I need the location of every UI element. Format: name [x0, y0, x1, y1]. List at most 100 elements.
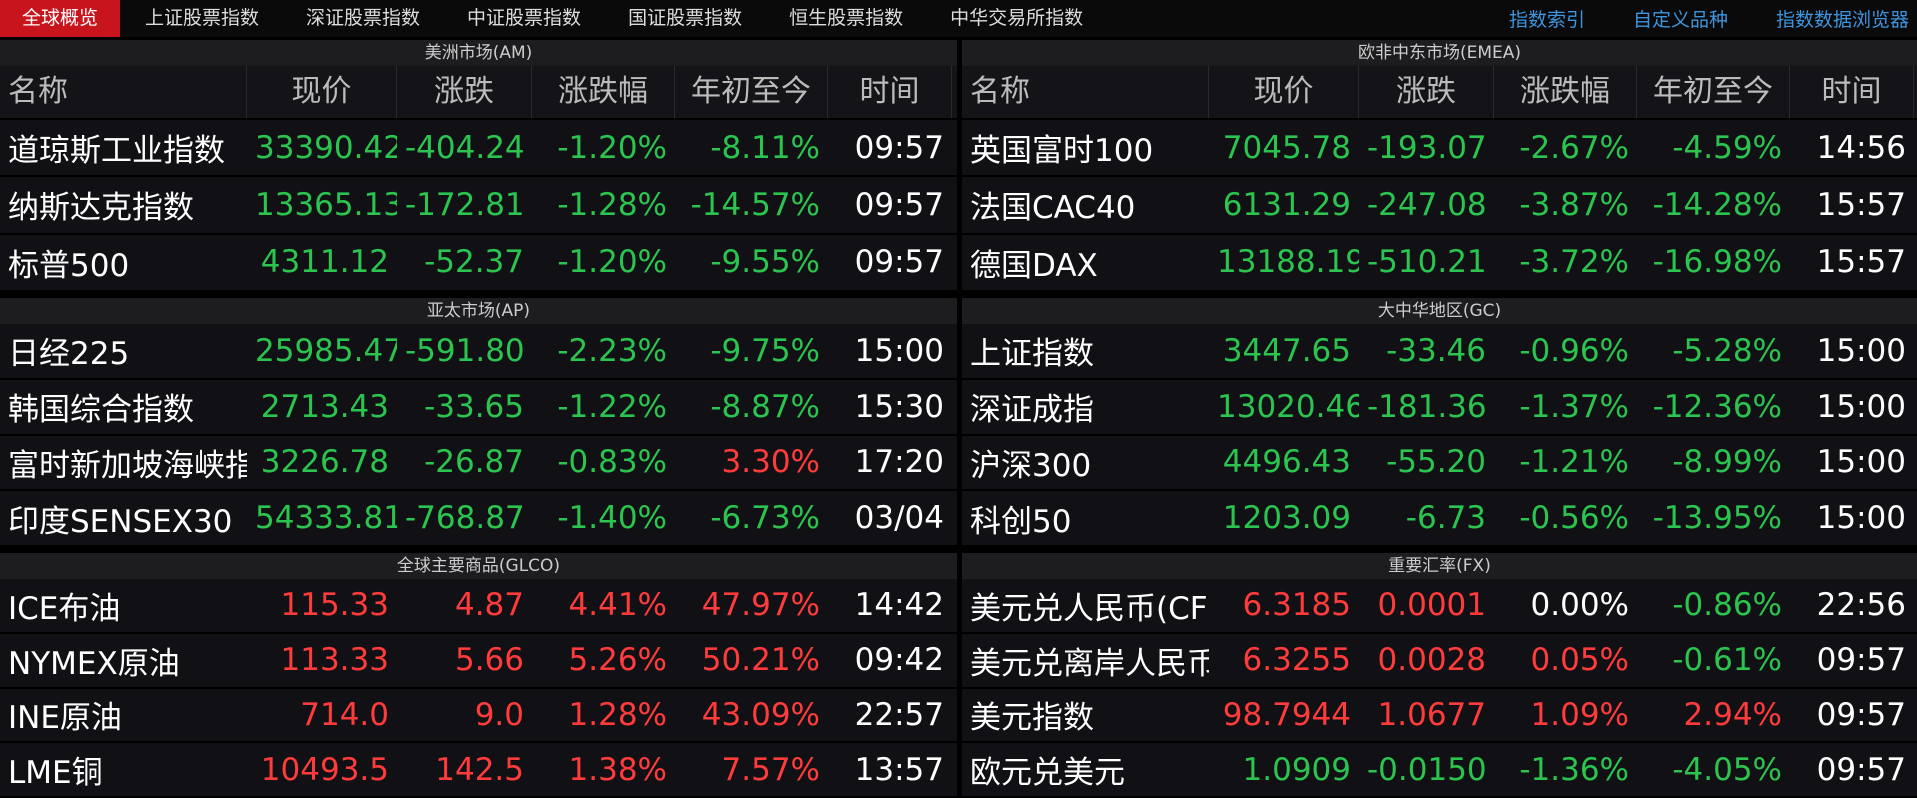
quote-cell: -4.05%: [1672, 751, 1782, 788]
quote-cell: -26.87: [424, 444, 524, 481]
quote-cell: 113.33: [280, 642, 389, 679]
quote-row[interactable]: 道琼斯工业指数 33390.42 -404.24 -1.20% -8.11% 09:57: [0, 120, 957, 178]
quote-cell: 22:57: [854, 696, 944, 733]
quote-row[interactable]: 科创50 1203.09 -6.73 -0.56% -13.95% 15:00: [962, 491, 1917, 547]
nav-tab[interactable]: 中证股票指数: [467, 7, 582, 29]
quote-cell: 98.7944: [1222, 696, 1351, 733]
quote-row[interactable]: 英国富时100 7045.78 -193.07 -2.67% -4.59% 14:56: [962, 120, 1917, 178]
quote-cell: 1.28%: [568, 696, 667, 733]
nav-tab[interactable]: 全球概览: [0, 0, 121, 37]
column-header[interactable]: 现价: [1209, 66, 1359, 118]
nav-bar: 全球概览 上证股票指数 深证股票指数 中证股票指数 国证股票指数 恒生股票指数 中华交易所指…: [0, 0, 1917, 37]
nav-tab[interactable]: 上证股票指数: [145, 7, 260, 29]
market-panel: 重要汇率(FX) 美元兑人民币(CFETS) 6.3185 0.0001 0.00% -0…: [962, 553, 1917, 798]
quote-cell: -3.87%: [1519, 186, 1629, 223]
instrument-name: 沪深300: [970, 447, 1092, 484]
nav-tab[interactable]: 恒生股票指数: [789, 7, 904, 29]
quote-cell: 6.3185: [1242, 587, 1351, 624]
nav-tab[interactable]: 深证股票指数: [306, 7, 421, 29]
market-panel: 大中华地区(GC) 上证指数 3447.65 -33.46 -0.96% -5.28% 15…: [962, 298, 1917, 547]
quote-row[interactable]: LME铜 10493.5 142.5 1.38% 7.57% 13:57: [0, 743, 957, 798]
instrument-name: 美元兑离岸人民币: [970, 645, 1209, 682]
quote-cell: -16.98%: [1652, 244, 1782, 281]
instrument-name: INE原油: [8, 700, 122, 737]
quote-cell: 13365.13: [255, 186, 397, 223]
quote-cell: -33.65: [424, 388, 524, 425]
market-panel: 亚太市场(AP) 日经225 25985.47 -591.80 -2.23% -9.75%…: [0, 298, 957, 547]
instrument-name: 英国富时100: [970, 133, 1154, 170]
quote-cell: -1.36%: [1519, 751, 1629, 788]
quote-cell: -193.07: [1367, 129, 1487, 166]
nav-link[interactable]: 自定义品种: [1632, 9, 1728, 31]
quote-cell: -247.08: [1367, 186, 1487, 223]
quote-row[interactable]: 印度SENSEX30 54333.81 -768.87 -1.40% -6.73% 03/…: [0, 491, 957, 547]
quote-row[interactable]: 美元兑离岸人民币 6.3255 0.0028 0.05% -0.61% 09:57: [962, 633, 1917, 689]
quote-row[interactable]: 标普500 4311.12 -52.37 -1.20% -9.55% 09:57: [0, 234, 957, 292]
quote-row[interactable]: ICE布油 115.33 4.87 4.41% 47.97% 14:42: [0, 579, 957, 634]
column-header[interactable]: 年初至今: [1637, 66, 1790, 118]
quote-cell: 5.26%: [568, 642, 667, 679]
panel-title: 美洲市场(AM): [0, 40, 957, 66]
quote-row[interactable]: 欧元兑美元 1.0909 -0.0150 -1.36% -4.05% 09:57: [962, 743, 1917, 798]
column-header[interactable]: 年初至今: [675, 66, 828, 118]
instrument-name: NYMEX原油: [8, 645, 180, 682]
instrument-name: 法国CAC40: [970, 190, 1136, 227]
quote-row[interactable]: 德国DAX 13188.19 -510.21 -3.72% -16.98% 15:57: [962, 234, 1917, 292]
quote-row[interactable]: 美元兑人民币(CFETS) 6.3185 0.0001 0.00% -0.86% 22:5…: [962, 579, 1917, 634]
quote-cell: 3447.65: [1222, 332, 1351, 369]
quote-row[interactable]: 深证成指 13020.46 -181.36 -1.37% -12.36% 15:00: [962, 379, 1917, 436]
quote-row[interactable]: 法国CAC40 6131.29 -247.08 -3.87% -14.28% 15:57: [962, 177, 1917, 235]
quote-cell: 15:57: [1816, 186, 1906, 223]
column-header[interactable]: 时间: [828, 66, 952, 118]
instrument-name: 德国DAX: [970, 247, 1098, 284]
quote-row[interactable]: 纳斯达克指数 13365.13 -172.81 -1.28% -14.57% 09:57: [0, 177, 957, 235]
quote-cell: -1.20%: [557, 129, 667, 166]
instrument-name: 美元兑人民币(CFETS): [970, 590, 1209, 627]
nav-tab[interactable]: 国证股票指数: [628, 7, 743, 29]
panel-title: 亚太市场(AP): [0, 298, 957, 324]
quote-cell: -0.0150: [1367, 751, 1487, 788]
nav-tab[interactable]: 中华交易所指数: [950, 7, 1084, 29]
quote-row[interactable]: 富时新加坡海峡指数 3226.78 -26.87 -0.83% 3.30% 17:20: [0, 435, 957, 492]
quote-cell: 15:30: [854, 388, 944, 425]
quote-cell: 6131.29: [1222, 186, 1351, 223]
panel-title: 大中华地区(GC): [962, 298, 1917, 324]
quote-cell: 09:57: [854, 186, 944, 223]
quote-cell: 3.30%: [721, 444, 820, 481]
column-header-row: 名称 现价 涨跌 涨跌幅 年初至今 时间: [962, 66, 1917, 120]
quote-row[interactable]: 沪深300 4496.43 -55.20 -1.21% -8.99% 15:00: [962, 435, 1917, 492]
instrument-name: 印度SENSEX30: [8, 503, 233, 540]
quote-cell: 15:00: [1816, 388, 1906, 425]
quote-row[interactable]: 日经225 25985.47 -591.80 -2.23% -9.75% 15:00: [0, 324, 957, 380]
quote-row[interactable]: 韩国综合指数 2713.43 -33.65 -1.22% -8.87% 15:30: [0, 379, 957, 436]
quote-cell: -0.83%: [557, 444, 667, 481]
quote-cell: 5.66: [454, 642, 524, 679]
quote-cell: 14:56: [1816, 129, 1906, 166]
quote-cell: 4496.43: [1222, 444, 1351, 481]
instrument-name: 富时新加坡海峡指数: [8, 447, 247, 484]
column-header[interactable]: 涨跌: [397, 66, 532, 118]
quote-cell: 6.3255: [1242, 642, 1351, 679]
nav-link[interactable]: 指数数据浏览器: [1775, 9, 1909, 31]
instrument-name: 道琼斯工业指数: [8, 133, 225, 170]
column-header[interactable]: 涨跌幅: [532, 66, 675, 118]
column-header[interactable]: 现价: [247, 66, 397, 118]
quote-row[interactable]: INE原油 714.0 9.0 1.28% 43.09% 22:57: [0, 688, 957, 744]
quote-cell: 9.0: [474, 696, 524, 733]
quote-row[interactable]: 上证指数 3447.65 -33.46 -0.96% -5.28% 15:00: [962, 324, 1917, 380]
column-header[interactable]: 涨跌: [1359, 66, 1494, 118]
nav-link[interactable]: 指数索引: [1508, 9, 1585, 31]
quote-cell: 54333.81: [255, 500, 397, 537]
column-header[interactable]: 名称: [0, 66, 247, 118]
quote-cell: -55.20: [1386, 444, 1486, 481]
quote-cell: 1.09%: [1530, 696, 1629, 733]
quote-row[interactable]: NYMEX原油 113.33 5.66 5.26% 50.21% 09:42: [0, 633, 957, 689]
quote-cell: -6.73: [1405, 500, 1486, 537]
instrument-name: 深证成指: [970, 392, 1094, 429]
column-header[interactable]: 涨跌幅: [1494, 66, 1637, 118]
column-header[interactable]: 名称: [962, 66, 1209, 118]
instrument-name: 欧元兑美元: [970, 755, 1125, 792]
quote-row[interactable]: 美元指数 98.7944 1.0677 1.09% 2.94% 09:57: [962, 688, 1917, 744]
quote-cell: 4.87: [454, 587, 524, 624]
column-header[interactable]: 时间: [1790, 66, 1914, 118]
